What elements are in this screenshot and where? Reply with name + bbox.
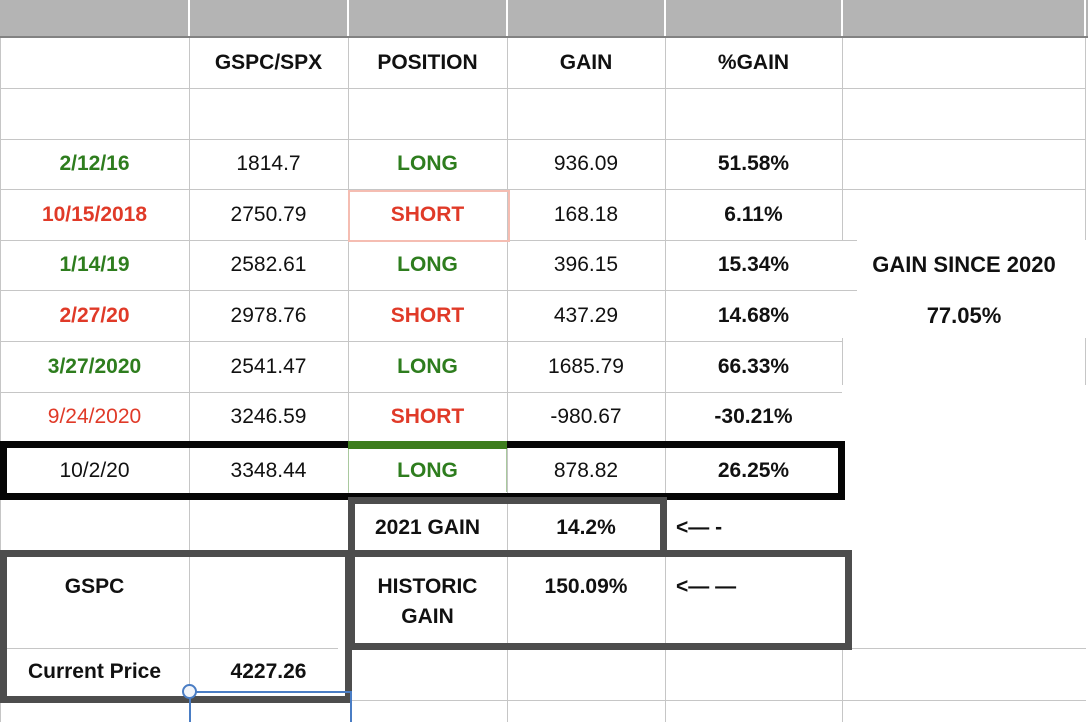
pct-gain-cell[interactable]: 6.11%: [724, 202, 783, 226]
price-cell[interactable]: 2750.79: [230, 202, 307, 226]
gridline: [352, 700, 1086, 701]
gridline: [507, 38, 508, 722]
gridline: [852, 648, 1086, 649]
column-separator: [188, 0, 190, 36]
column-header-position[interactable]: POSITION: [377, 51, 478, 74]
price-cell[interactable]: 2978.76: [230, 303, 307, 327]
position-cell[interactable]: LONG: [397, 253, 458, 276]
column-header-pct-gain[interactable]: %GAIN: [717, 51, 790, 74]
pct-gain-cell[interactable]: 26.25%: [717, 458, 790, 482]
column-header-strip[interactable]: [0, 0, 1088, 38]
gridline: [0, 139, 1086, 140]
pct-gain-cell[interactable]: 66.33%: [717, 354, 790, 378]
position-cell[interactable]: LONG: [397, 354, 458, 378]
gridline: [0, 648, 338, 649]
price-cell[interactable]: 1814.7: [236, 152, 301, 175]
historic-gain-value[interactable]: 150.09%: [544, 575, 628, 598]
price-cell[interactable]: 2582.61: [230, 253, 307, 276]
date-cell[interactable]: 9/24/2020: [47, 404, 142, 428]
gridline: [0, 88, 1086, 89]
gridline: [0, 392, 842, 393]
current-price-label[interactable]: Current Price: [27, 659, 162, 683]
gridline: [348, 38, 349, 550]
column-header-gspc-spx[interactable]: GSPC/SPX: [214, 51, 323, 74]
gain-since-2020-value[interactable]: 77.05%: [926, 302, 1002, 328]
gain-since-2020-label[interactable]: GAIN SINCE 2020: [872, 252, 1056, 277]
long-cell-side-border: [348, 449, 349, 492]
gain-cell[interactable]: -980.67: [550, 404, 622, 428]
price-cell[interactable]: 3246.59: [230, 404, 307, 428]
gain-cell[interactable]: 1685.79: [548, 354, 624, 378]
pct-gain-cell[interactable]: 15.34%: [717, 253, 790, 276]
gain-2021-value[interactable]: 14.2%: [556, 515, 616, 539]
gain-cell[interactable]: 936.09: [553, 152, 619, 175]
gain-2021-label[interactable]: 2021 GAIN: [374, 515, 481, 539]
date-cell[interactable]: 10/2/20: [59, 458, 130, 482]
gspc-box: [0, 550, 352, 703]
historic-gain-label[interactable]: HISTORIC GAIN: [348, 557, 507, 647]
price-cell[interactable]: 3348.44: [230, 458, 307, 482]
gridline: [0, 290, 857, 291]
gain-cell[interactable]: 396.15: [553, 253, 619, 276]
column-header-gain[interactable]: GAIN: [559, 51, 613, 74]
long-cell-side-border: [506, 449, 507, 492]
position-cell[interactable]: LONG: [397, 458, 458, 482]
column-separator: [841, 0, 843, 36]
date-cell[interactable]: 10/15/2018: [41, 202, 148, 226]
gridline: [0, 38, 1, 722]
ticker-label[interactable]: GSPC: [64, 575, 125, 598]
gridline: [0, 341, 842, 342]
position-cell[interactable]: SHORT: [390, 404, 465, 428]
position-cell[interactable]: LONG: [397, 152, 458, 175]
gridline: [842, 650, 843, 722]
date-cell[interactable]: 2/27/20: [59, 303, 130, 327]
gridline: [0, 189, 1086, 190]
position-cell[interactable]: SHORT: [390, 202, 465, 226]
date-cell[interactable]: 3/27/2020: [47, 354, 142, 378]
position-cell[interactable]: SHORT: [390, 303, 465, 327]
long-cell-green-top-border: [348, 441, 507, 449]
gridline: [665, 38, 666, 722]
price-cell[interactable]: 2541.47: [230, 354, 307, 378]
historic-gain-label-line2: GAIN: [401, 605, 454, 628]
gain-cell[interactable]: 878.82: [553, 458, 619, 482]
pct-gain-cell[interactable]: 51.58%: [717, 152, 790, 175]
column-separator: [347, 0, 349, 36]
date-cell[interactable]: 1/14/19: [59, 253, 130, 276]
gridline: [189, 38, 190, 691]
gain-2021-arrow[interactable]: <— -: [676, 515, 723, 539]
pct-gain-cell[interactable]: -30.21%: [714, 404, 793, 428]
historic-gain-label-line1: HISTORIC: [377, 575, 478, 598]
gain-cell[interactable]: 437.29: [553, 303, 619, 327]
gridline: [1085, 338, 1086, 385]
date-cell[interactable]: 2/12/16: [59, 152, 130, 175]
gain-cell[interactable]: 168.18: [553, 202, 619, 226]
selection-handle[interactable]: [182, 684, 197, 699]
column-separator: [1084, 0, 1086, 36]
gridline: [842, 338, 843, 385]
selected-cell-outline[interactable]: [189, 691, 352, 722]
current-price-value[interactable]: 4227.26: [230, 659, 307, 683]
column-separator: [664, 0, 666, 36]
pct-gain-cell[interactable]: 14.68%: [717, 303, 790, 327]
highlighted-short-cell-border: [348, 190, 510, 242]
column-separator: [506, 0, 508, 36]
historic-gain-arrow[interactable]: <— —: [676, 575, 737, 598]
